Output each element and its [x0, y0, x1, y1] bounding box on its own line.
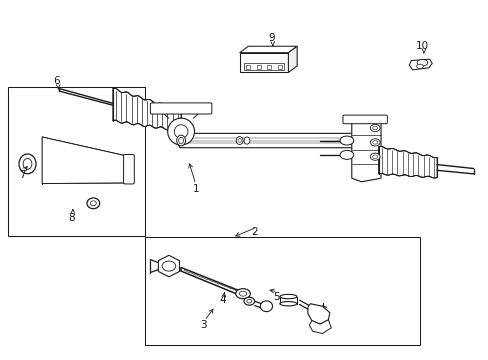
Ellipse shape — [246, 300, 251, 303]
FancyBboxPatch shape — [123, 154, 134, 184]
Text: 5: 5 — [272, 292, 279, 302]
Text: 9: 9 — [267, 33, 274, 43]
Ellipse shape — [235, 289, 250, 299]
Ellipse shape — [244, 137, 249, 144]
Circle shape — [372, 140, 377, 144]
Circle shape — [369, 153, 379, 160]
Polygon shape — [307, 304, 329, 324]
Ellipse shape — [260, 301, 272, 312]
Ellipse shape — [339, 136, 353, 145]
Ellipse shape — [90, 201, 96, 206]
Ellipse shape — [239, 291, 246, 296]
Ellipse shape — [244, 297, 254, 305]
Circle shape — [162, 261, 175, 271]
Ellipse shape — [339, 150, 353, 159]
Bar — [267, 64, 271, 69]
Polygon shape — [288, 46, 297, 72]
Circle shape — [369, 139, 379, 146]
Polygon shape — [378, 147, 436, 178]
Ellipse shape — [416, 64, 423, 68]
Polygon shape — [42, 137, 125, 184]
Bar — [239, 53, 288, 72]
Bar — [246, 64, 250, 69]
Ellipse shape — [174, 125, 187, 138]
Ellipse shape — [167, 118, 194, 145]
Ellipse shape — [238, 139, 241, 143]
Text: 3: 3 — [199, 320, 206, 330]
Text: 6: 6 — [53, 76, 60, 86]
FancyBboxPatch shape — [150, 103, 211, 114]
Polygon shape — [239, 46, 297, 53]
Circle shape — [372, 126, 377, 130]
Ellipse shape — [176, 135, 185, 146]
Text: 4: 4 — [219, 295, 225, 305]
Ellipse shape — [236, 136, 243, 144]
Text: 2: 2 — [250, 227, 257, 237]
Polygon shape — [351, 121, 380, 182]
Bar — [256, 64, 260, 69]
Bar — [244, 63, 283, 69]
Ellipse shape — [23, 158, 32, 169]
FancyBboxPatch shape — [342, 115, 386, 124]
Bar — [144, 237, 419, 345]
Bar — [8, 87, 144, 235]
Polygon shape — [309, 320, 330, 333]
Ellipse shape — [279, 294, 296, 299]
Bar — [277, 64, 281, 69]
Polygon shape — [158, 255, 179, 277]
Text: 1: 1 — [192, 184, 199, 194]
Polygon shape — [113, 88, 181, 131]
Text: 7: 7 — [20, 170, 26, 180]
Text: 10: 10 — [415, 41, 428, 50]
Ellipse shape — [279, 302, 296, 306]
Ellipse shape — [87, 198, 100, 209]
Circle shape — [369, 125, 379, 132]
FancyBboxPatch shape — [179, 134, 353, 148]
Ellipse shape — [416, 59, 427, 66]
Ellipse shape — [178, 137, 183, 144]
Polygon shape — [408, 59, 431, 70]
Text: 8: 8 — [68, 213, 75, 222]
Circle shape — [372, 155, 377, 158]
Ellipse shape — [19, 154, 36, 174]
